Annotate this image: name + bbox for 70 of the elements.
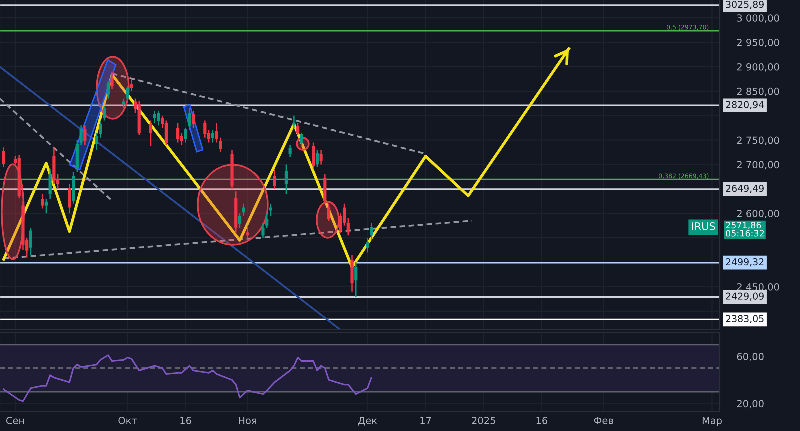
candlestick	[122, 98, 126, 110]
candlestick	[110, 71, 114, 90]
candlestick	[284, 164, 288, 195]
candlestick	[2, 147, 6, 168]
ref-line-label: 3025,89	[726, 1, 764, 10]
candlestick	[176, 122, 180, 144]
candlestick	[44, 198, 48, 214]
candlestick	[316, 149, 319, 168]
x-tick-label: Сен	[6, 417, 24, 424]
text: 05:16:32	[726, 230, 764, 237]
annotation: IRUS	[692, 222, 716, 230]
candlestick	[366, 237, 370, 254]
ref-line-label: 2499,32	[726, 258, 764, 267]
candlestick	[246, 225, 250, 242]
x-tick-label: Мар	[702, 417, 722, 426]
y-tick-label: 60,00	[737, 353, 764, 362]
candlestick	[130, 78, 134, 92]
candlestick	[296, 122, 300, 136]
candlestick	[204, 120, 207, 138]
candlestick	[153, 110, 156, 124]
x-tick-label: Фев	[594, 417, 614, 424]
candlestick	[346, 218, 350, 236]
candlestick	[320, 149, 323, 166]
text: 2571,86	[726, 222, 762, 230]
candlestick	[238, 213, 242, 229]
x-tick-label: 2025	[472, 417, 496, 424]
candlestick	[354, 262, 358, 298]
candlestick	[370, 222, 374, 242]
candlestick	[68, 184, 72, 214]
y-tick-label: 2 750,00	[737, 136, 780, 146]
ref-line-label: 2383,05	[726, 315, 764, 324]
x-tick-label: 16	[180, 417, 192, 424]
y-tick-label: 2 700,00	[737, 161, 780, 170]
y-tick-label: 2 600,00	[737, 210, 780, 218]
candlestick	[164, 120, 168, 146]
candlestick	[324, 174, 327, 204]
candlestick	[273, 169, 276, 190]
candlestick	[288, 144, 292, 158]
y-tick-label: 2 850,00	[737, 88, 780, 96]
y-tick-label: 2 900,00	[737, 63, 780, 72]
ref-line-label: 2429,09	[726, 292, 764, 301]
y-tick-label: 2 450,00	[737, 283, 780, 292]
candlestick	[312, 142, 316, 170]
x-tick-label: Дек	[358, 417, 378, 426]
candlestick	[327, 203, 331, 222]
y-tick-label: 20,00	[737, 400, 764, 409]
ref-line-label: 2820,94	[726, 101, 764, 110]
x-tick-label: Ноя	[239, 417, 256, 424]
candlestick	[211, 130, 214, 144]
candlestick	[48, 169, 52, 200]
y-tick-label: 2 950,00	[737, 39, 780, 48]
candlestick	[84, 125, 87, 146]
x-tick-label: 16	[536, 417, 548, 424]
candlestick	[126, 86, 130, 102]
candlestick	[292, 115, 296, 129]
candlestick	[180, 132, 184, 146]
y-tick-label: 3 000,00	[737, 14, 780, 23]
candlestick	[29, 228, 33, 256]
candlestick	[192, 110, 196, 129]
x-tick-label: Окт	[118, 417, 138, 424]
candlestick	[149, 120, 153, 147]
candlestick	[350, 254, 354, 292]
ref-line-label: 2649,49	[726, 185, 764, 194]
candlestick	[41, 193, 44, 210]
x-tick-label: 17	[420, 417, 432, 424]
candlestick	[106, 81, 110, 100]
candlestick	[157, 110, 160, 126]
candlestick	[102, 105, 106, 122]
candlestick	[300, 132, 304, 148]
line-series	[3, 354, 372, 402]
